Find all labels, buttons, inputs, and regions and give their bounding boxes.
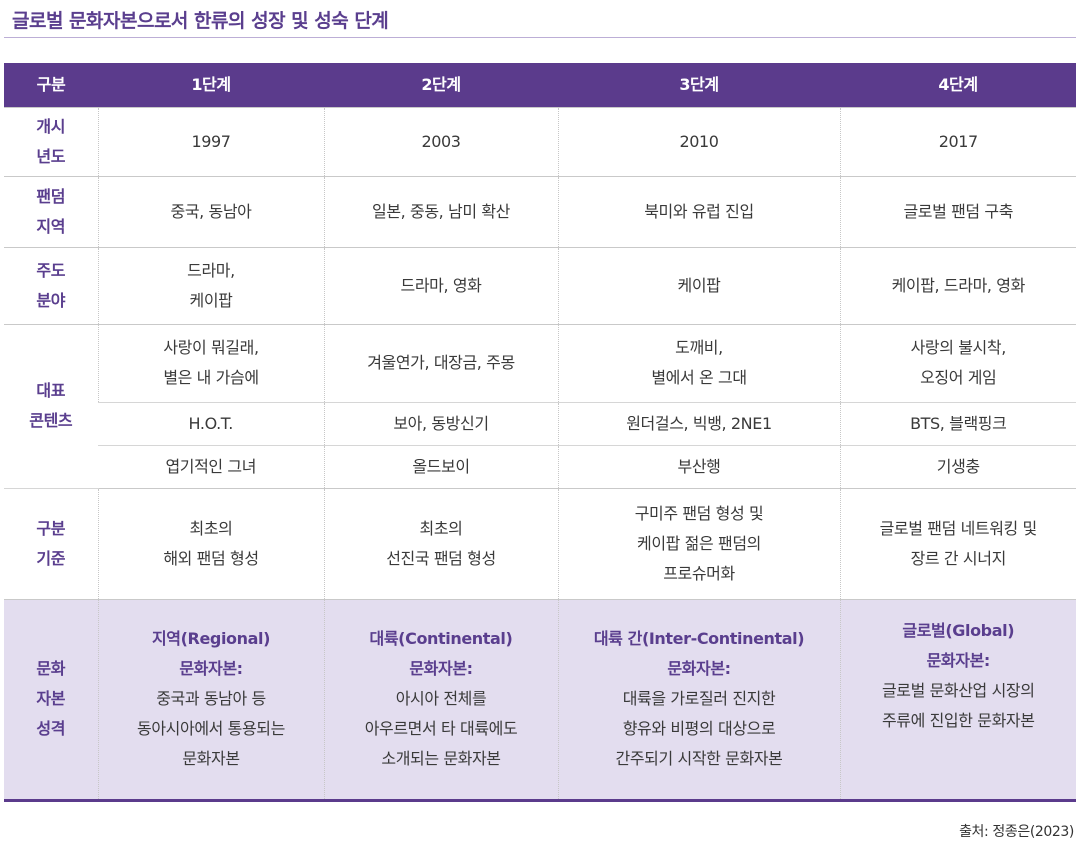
table-cell: 2017 — [839, 107, 1076, 177]
table-cell: 드라마, 영화 — [323, 247, 558, 325]
table-cell: 구미주 팬덤 형성 및 케이팝 젊은 팬덤의 프로슈머화 — [557, 488, 840, 600]
row-header: 주도 분야 — [4, 247, 98, 325]
table-cell: 원더걸스, 빅뱅, 2NE1 — [557, 402, 840, 446]
table-cell: 올드보이 — [323, 445, 558, 489]
table-row: 대표 콘텐츠 사랑이 뭐길래, 별은 내 가슴에 겨울연가, 대장금, 주몽 도깨… — [4, 324, 1076, 489]
table-cell: 글로벌(Global) 문화자본: 글로벌 문화산업 시장의 주류에 진입한 문… — [839, 599, 1076, 802]
table-header-row: 구분 1단계 2단계 3단계 4단계 — [4, 63, 1076, 108]
table-cell: 2010 — [557, 107, 840, 177]
table-row: 엽기적인 그녀 올드보이 부산행 기생충 — [4, 445, 1076, 489]
table-cell: 중국, 동남아 — [97, 176, 324, 248]
table-cell: 최초의 해외 팬덤 형성 — [97, 488, 324, 600]
row-header: 팬덤 지역 — [4, 176, 98, 248]
title-divider — [4, 37, 1076, 38]
table-cell: 글로벌 팬덤 구축 — [839, 176, 1076, 248]
table-row: 개시 년도 1997 2003 2010 2017 — [4, 107, 1076, 177]
table-cell: 보아, 동방신기 — [323, 402, 558, 446]
table-cell: 대륙(Continental) 문화자본: 아시아 전체를 아우르면서 타 대륙… — [323, 599, 558, 802]
row-header: 개시 년도 — [4, 107, 98, 177]
table-cell: 북미와 유럽 진입 — [557, 176, 840, 248]
row-header: 대표 콘텐츠 — [4, 324, 98, 489]
hallyu-stage-table: 구분 1단계 2단계 3단계 4단계 개시 년도 1997 2003 2010 2… — [4, 63, 1076, 802]
table-cell: H.O.T. — [98, 402, 324, 446]
row-header: 문화 자본 성격 — [4, 599, 98, 802]
table-cell: 대륙 간(Inter-Continental) 문화자본: 대륙을 가로질러 진… — [557, 599, 840, 802]
table-cell: 글로벌 팬덤 네트워킹 및 장르 간 시너지 — [839, 488, 1076, 600]
table-cell: 케이팝, 드라마, 영화 — [839, 247, 1076, 325]
header-cell: 구분 — [4, 63, 98, 108]
page-title: 글로벌 문화자본으로서 한류의 성장 및 성숙 단계 — [12, 10, 389, 32]
table-cell: 1997 — [97, 107, 324, 177]
table-cell: 기생충 — [839, 445, 1076, 489]
table-cell: 드라마, 케이팝 — [97, 247, 324, 325]
table-row: 문화 자본 성격 지역(Regional) 문화자본: 중국과 동남아 등 동아시아… — [4, 599, 1076, 802]
table-cell: 사랑의 불시착, 오징어 게임 — [839, 324, 1076, 403]
table-cell: 일본, 중동, 남미 확산 — [323, 176, 558, 248]
source-citation: 출처: 정종은(2023) — [959, 824, 1074, 840]
table-cell: 엽기적인 그녀 — [98, 445, 324, 489]
table-cell: 도깨비, 별에서 온 그대 — [557, 324, 840, 403]
header-cell: 2단계 — [324, 63, 558, 108]
table-cell: 부산행 — [557, 445, 840, 489]
table-cell: 지역(Regional) 문화자본: 중국과 동남아 등 동아시아에서 통용되는… — [97, 599, 324, 802]
header-cell: 1단계 — [98, 63, 324, 108]
table-cell: 케이팝 — [557, 247, 840, 325]
table-cell: 겨울연가, 대장금, 주몽 — [323, 324, 558, 403]
table-row: 주도 분야 드라마, 케이팝 드라마, 영화 케이팝 케이팝, 드라마, 영화 — [4, 247, 1076, 325]
table-cell: 최초의 선진국 팬덤 형성 — [323, 488, 558, 600]
table-row: H.O.T. 보아, 동방신기 원더걸스, 빅뱅, 2NE1 BTS, 블랙핑크 — [4, 402, 1076, 446]
table-row: 구분 기준 최초의 해외 팬덤 형성 최초의 선진국 팬덤 형성 구미주 팬덤 형… — [4, 488, 1076, 600]
header-cell: 4단계 — [840, 63, 1076, 108]
table-cell: 2003 — [323, 107, 558, 177]
header-cell: 3단계 — [558, 63, 840, 108]
row-header: 구분 기준 — [4, 488, 98, 600]
table-cell: BTS, 블랙핑크 — [839, 402, 1076, 446]
table-cell: 사랑이 뭐길래, 별은 내 가슴에 — [97, 324, 324, 403]
table-row: 팬덤 지역 중국, 동남아 일본, 중동, 남미 확산 북미와 유럽 진입 글로벌… — [4, 176, 1076, 248]
